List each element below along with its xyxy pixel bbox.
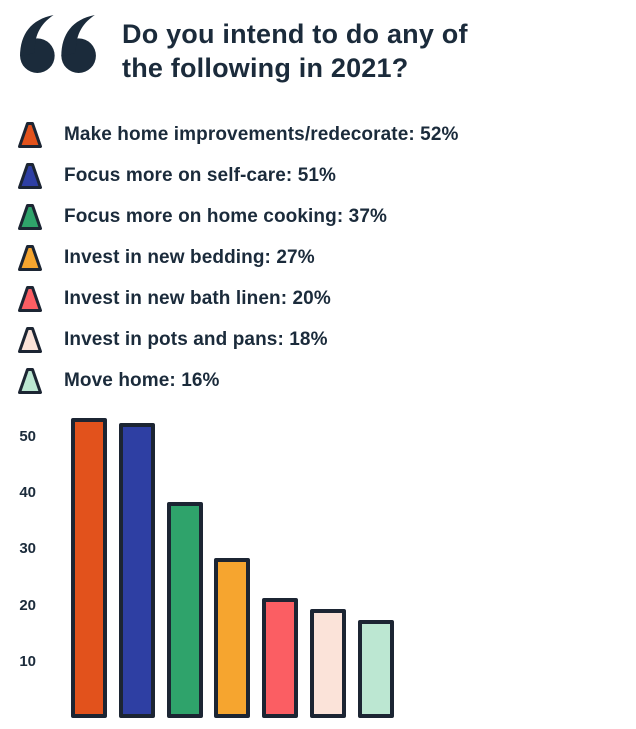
triangle-marker-icon <box>18 204 42 230</box>
bar-chart: 10 20 30 40 50 <box>0 400 636 729</box>
legend-item: Focus more on self-care: 51% <box>17 161 459 191</box>
legend-item: Invest in pots and pans: 18% <box>17 325 459 355</box>
bar-1 <box>71 418 107 718</box>
legend-label: Invest in new bedding: 27% <box>64 247 315 268</box>
legend-label: Invest in pots and pans: 18% <box>64 329 328 350</box>
triangle-marker-icon <box>18 163 42 189</box>
bar-6 <box>310 609 346 718</box>
legend-item: Invest in new bath linen: 20% <box>17 284 459 314</box>
legend-item: Invest in new bedding: 27% <box>17 243 459 273</box>
legend-label: Move home: 16% <box>64 370 220 391</box>
bar-7 <box>358 620 394 718</box>
triangle-marker-icon <box>18 245 42 271</box>
triangle-marker-icon <box>18 327 42 353</box>
bar-2 <box>119 423 155 718</box>
y-axis-label: 20 <box>19 596 36 614</box>
triangle-marker-icon <box>18 368 42 394</box>
y-axis-label: 30 <box>19 540 36 558</box>
legend-label: Focus more on home cooking: 37% <box>64 206 387 227</box>
bar-3 <box>167 502 203 718</box>
bar-5 <box>262 598 298 718</box>
y-axis-label: 10 <box>19 652 36 670</box>
legend-label: Focus more on self-care: 51% <box>64 165 337 186</box>
y-axis-label: 40 <box>19 484 36 502</box>
quote-icon <box>20 15 96 73</box>
legend-label: Invest in new bath linen: 20% <box>64 288 331 309</box>
legend-label: Make home improvements/redecorate: 52% <box>64 124 459 145</box>
legend-item: Focus more on home cooking: 37% <box>17 202 459 232</box>
y-axis-label: 50 <box>19 428 36 445</box>
bar-4 <box>214 558 250 718</box>
legend: Make home improvements/redecorate: 52% Fo… <box>17 120 459 396</box>
legend-item: Make home improvements/redecorate: 52% <box>17 120 459 150</box>
triangle-marker-icon <box>18 122 42 148</box>
triangle-marker-icon <box>18 286 42 312</box>
page-title: Do you intend to do any of the following… <box>122 19 468 83</box>
legend-item: Move home: 16% <box>17 366 459 396</box>
